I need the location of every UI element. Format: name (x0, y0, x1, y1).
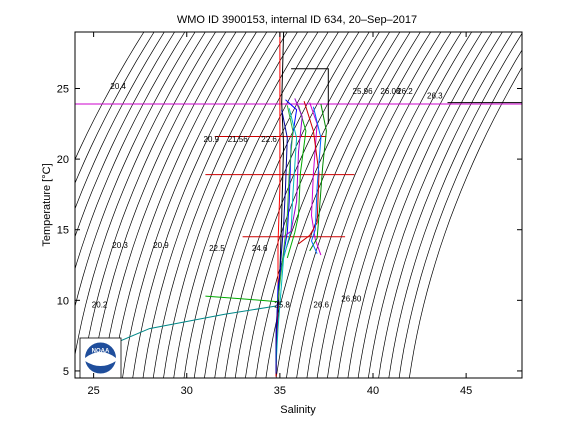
x-tick-label: 45 (460, 385, 472, 397)
contour-label: 20.9 (204, 135, 220, 144)
contour-label: 20.2 (92, 300, 108, 309)
density-contour (337, 32, 472, 378)
density-contour (152, 32, 288, 378)
profile-line (291, 68, 329, 124)
y-tick-label: 10 (57, 295, 69, 307)
contour-label: 20.4 (110, 82, 126, 91)
density-contour (234, 32, 370, 378)
density-contour (275, 32, 411, 378)
density-contour (204, 32, 339, 378)
density-contour (357, 32, 493, 378)
contour-label: 26.80 (341, 295, 362, 304)
density-contours (75, 32, 522, 378)
contour-label: 26.6 (313, 300, 329, 309)
contour-label: 25.8 (274, 300, 290, 309)
density-contour (214, 32, 349, 378)
contour-label: 26.08 (380, 87, 401, 96)
density-contour (255, 32, 390, 378)
density-contour (245, 32, 380, 378)
density-contour (81, 32, 216, 378)
x-axis: 25 30 35 40 45 (88, 32, 472, 397)
density-contour (296, 32, 431, 378)
density-contour (75, 32, 206, 358)
plot-frame (74, 31, 523, 379)
profile-line (283, 98, 303, 238)
contour-label: 22.6 (261, 135, 277, 144)
density-contour (75, 32, 186, 271)
x-axis-label: Salinity (280, 404, 316, 416)
density-contour (306, 32, 442, 378)
y-axis: 5 10 15 20 25 (57, 83, 522, 378)
chart-title: WMO ID 3900153, internal ID 634, 20–Sep–… (177, 14, 417, 26)
profile-line (277, 105, 294, 301)
profile-line (275, 109, 288, 374)
profile-line (310, 106, 322, 254)
density-contour (101, 32, 237, 378)
density-contour (163, 32, 298, 378)
profile-line (115, 305, 277, 344)
contour-label: 20.3 (112, 241, 128, 250)
density-contour (142, 32, 278, 378)
density-contour (388, 32, 522, 378)
density-contour (173, 32, 309, 378)
profile-line (286, 105, 307, 259)
density-contour (91, 32, 227, 378)
x-tick-label: 30 (181, 385, 193, 397)
noaa-logo-text: NOAA (92, 349, 110, 355)
y-tick-label: 15 (57, 225, 69, 237)
x-tick-label: 40 (367, 385, 379, 397)
contour-label: 22.5 (209, 244, 225, 253)
density-contour (122, 32, 257, 378)
density-contour (327, 32, 462, 378)
contour-label: 25.96 (353, 87, 374, 96)
density-contour (367, 32, 503, 378)
density-contour (75, 32, 175, 238)
profile-series (115, 32, 329, 377)
y-axis-label: Temperature [°C] (41, 163, 53, 246)
density-contour (75, 32, 155, 184)
density-contour (75, 32, 196, 308)
x-tick-label: 25 (88, 385, 100, 397)
density-contour (347, 32, 483, 378)
density-contour (286, 32, 421, 378)
noaa-logo-bird (85, 352, 116, 366)
profile-line (309, 103, 327, 252)
profile-line (205, 295, 279, 303)
contour-label: 24.6 (252, 244, 268, 253)
y-tick-label: 5 (63, 366, 69, 378)
density-contour (132, 32, 268, 378)
y-tick-label: 25 (57, 83, 69, 95)
noaa-logo: NOAA (79, 337, 122, 379)
x-tick-label: 35 (274, 385, 286, 397)
density-contour (224, 32, 360, 378)
profile-line (298, 101, 320, 245)
y-tick-label: 20 (57, 154, 69, 166)
density-contour (111, 32, 247, 378)
density-contour (316, 32, 452, 378)
density-contour (398, 49, 522, 378)
density-contour (75, 32, 145, 161)
contour-label: 26.2 (397, 87, 413, 96)
contour-label: 20.9 (153, 241, 169, 250)
contour-label: 21.56 (228, 135, 249, 144)
density-contour (193, 32, 329, 378)
density-contour (408, 66, 522, 378)
profile-line (309, 102, 322, 256)
density-contour (75, 32, 165, 210)
density-contour (378, 32, 513, 378)
contour-label: 26.3 (427, 91, 443, 100)
